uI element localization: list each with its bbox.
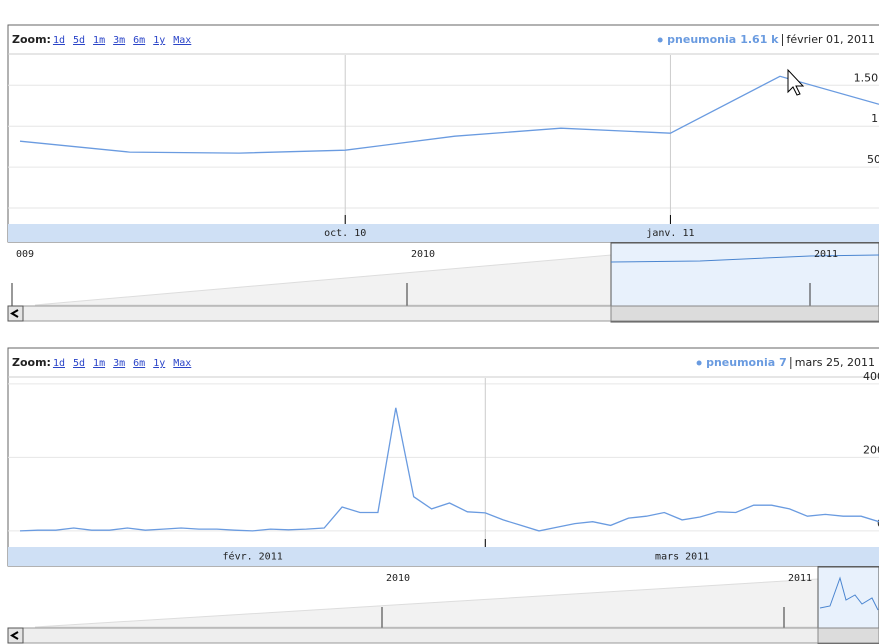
scroll-left-arrow bbox=[10, 309, 19, 318]
zoom-option[interactable]: 5d bbox=[73, 358, 85, 369]
readout-value: 7 bbox=[779, 356, 787, 369]
y-tick-label: 1 k bbox=[871, 112, 879, 125]
scrollbar bbox=[7, 627, 879, 644]
y-tick-label: 0 bbox=[877, 517, 879, 530]
zoom-option[interactable]: 6m bbox=[133, 358, 145, 369]
zoom-option[interactable]: 3m bbox=[113, 35, 125, 46]
y-tick-label: 400 bbox=[863, 370, 879, 383]
navigator-label: 2010 bbox=[411, 249, 435, 260]
scroll-thumb[interactable] bbox=[817, 627, 879, 644]
zoom-label: Zoom: bbox=[12, 33, 51, 46]
navigator-line bbox=[610, 254, 879, 263]
zoom-option[interactable]: 1y bbox=[153, 358, 165, 369]
readout-series: pneumonia bbox=[706, 356, 775, 369]
zoom-option[interactable]: 5d bbox=[73, 35, 85, 46]
navigator-label: 009 bbox=[16, 249, 34, 260]
scroll-left-button[interactable] bbox=[7, 305, 24, 322]
x-tick-label: mars 2011 bbox=[655, 552, 709, 563]
readout-date: mars 25, 2011 bbox=[795, 356, 875, 369]
readout-value: 1.61 k bbox=[740, 33, 779, 46]
readout-dot bbox=[696, 360, 702, 366]
zoom-option[interactable]: 1d bbox=[53, 35, 65, 46]
readout-date: février 01, 2011 bbox=[787, 33, 876, 46]
y-tick-label: 500 bbox=[867, 153, 879, 166]
x-axis-band bbox=[8, 547, 879, 566]
x-tick-label: janv. 11 bbox=[646, 228, 694, 239]
navigator-label: 2011 bbox=[814, 249, 838, 260]
y-tick-label: 200 bbox=[863, 443, 879, 456]
navigator-label: 2010 bbox=[386, 573, 410, 584]
mouse-cursor bbox=[787, 68, 805, 96]
y-tick-label: 1.50 k bbox=[854, 71, 879, 84]
series-line bbox=[19, 407, 879, 532]
scroll-left-arrow bbox=[10, 631, 19, 640]
readout-series: pneumonia bbox=[667, 33, 736, 46]
scroll-left-button[interactable] bbox=[7, 627, 24, 644]
chart-frame bbox=[7, 24, 879, 243]
zoom-option[interactable]: 1m bbox=[93, 35, 105, 46]
scroll-thumb[interactable] bbox=[610, 305, 879, 322]
navigator-line bbox=[819, 576, 879, 611]
zoom-option[interactable]: 6m bbox=[133, 35, 145, 46]
zoom-option[interactable]: 1m bbox=[93, 358, 105, 369]
series-line bbox=[19, 75, 879, 154]
readout-dot bbox=[657, 37, 663, 43]
zoom-option[interactable]: 3m bbox=[113, 358, 125, 369]
zoom-option[interactable]: Max bbox=[173, 358, 191, 369]
zoom-option[interactable]: 1d bbox=[53, 358, 65, 369]
zoom-option[interactable]: 1y bbox=[153, 35, 165, 46]
zoom-option[interactable]: Max bbox=[173, 35, 191, 46]
x-tick-label: oct. 10 bbox=[324, 228, 366, 239]
zoom-label: Zoom: bbox=[12, 356, 51, 369]
navigator-label: 2011 bbox=[788, 573, 812, 584]
x-axis-band bbox=[8, 224, 879, 242]
x-tick-label: févr. 2011 bbox=[223, 551, 283, 563]
